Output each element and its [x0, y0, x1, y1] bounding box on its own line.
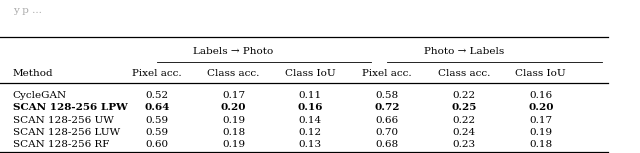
- Text: 0.25: 0.25: [451, 103, 477, 112]
- Text: Pixel acc.: Pixel acc.: [132, 69, 182, 78]
- Text: 0.60: 0.60: [145, 140, 168, 149]
- Text: 0.14: 0.14: [299, 116, 322, 125]
- Text: 0.59: 0.59: [145, 128, 168, 137]
- Text: 0.68: 0.68: [376, 140, 399, 149]
- Text: 0.23: 0.23: [452, 140, 476, 149]
- Text: 0.19: 0.19: [222, 140, 245, 149]
- Text: Class acc.: Class acc.: [207, 69, 260, 78]
- Text: Pixel acc.: Pixel acc.: [362, 69, 412, 78]
- Text: 0.17: 0.17: [222, 91, 245, 100]
- Text: CycleGAN: CycleGAN: [13, 91, 67, 100]
- Text: Class IoU: Class IoU: [285, 69, 336, 78]
- Text: Class acc.: Class acc.: [438, 69, 490, 78]
- Text: 0.70: 0.70: [376, 128, 399, 137]
- Text: Labels → Photo: Labels → Photo: [193, 47, 274, 56]
- Text: SCAN 128-256 LUW: SCAN 128-256 LUW: [13, 128, 120, 137]
- Text: SCAN 128-256 RF: SCAN 128-256 RF: [13, 140, 109, 149]
- Text: 0.59: 0.59: [145, 116, 168, 125]
- Text: y p ...: y p ...: [13, 6, 42, 15]
- Text: 0.24: 0.24: [452, 128, 476, 137]
- Text: 0.11: 0.11: [299, 91, 322, 100]
- Text: 0.18: 0.18: [529, 140, 552, 149]
- Text: 0.19: 0.19: [222, 116, 245, 125]
- Text: 0.13: 0.13: [299, 140, 322, 149]
- Text: 0.18: 0.18: [222, 128, 245, 137]
- Text: 0.16: 0.16: [529, 91, 552, 100]
- Text: 0.16: 0.16: [298, 103, 323, 112]
- Text: 0.17: 0.17: [529, 116, 552, 125]
- Text: 0.19: 0.19: [529, 128, 552, 137]
- Text: 0.20: 0.20: [221, 103, 246, 112]
- Text: Method: Method: [13, 69, 53, 78]
- Text: 0.22: 0.22: [452, 91, 476, 100]
- Text: 0.12: 0.12: [299, 128, 322, 137]
- Text: 0.52: 0.52: [145, 91, 168, 100]
- Text: 0.66: 0.66: [376, 116, 399, 125]
- Text: SCAN 128-256 UW: SCAN 128-256 UW: [13, 116, 114, 125]
- Text: 0.22: 0.22: [452, 116, 476, 125]
- Text: 0.20: 0.20: [528, 103, 554, 112]
- Text: Photo → Labels: Photo → Labels: [424, 47, 504, 56]
- Text: 0.58: 0.58: [376, 91, 399, 100]
- Text: 0.72: 0.72: [374, 103, 400, 112]
- Text: 0.64: 0.64: [144, 103, 170, 112]
- Text: SCAN 128-256 LPW: SCAN 128-256 LPW: [13, 103, 127, 112]
- Text: Class IoU: Class IoU: [515, 69, 566, 78]
